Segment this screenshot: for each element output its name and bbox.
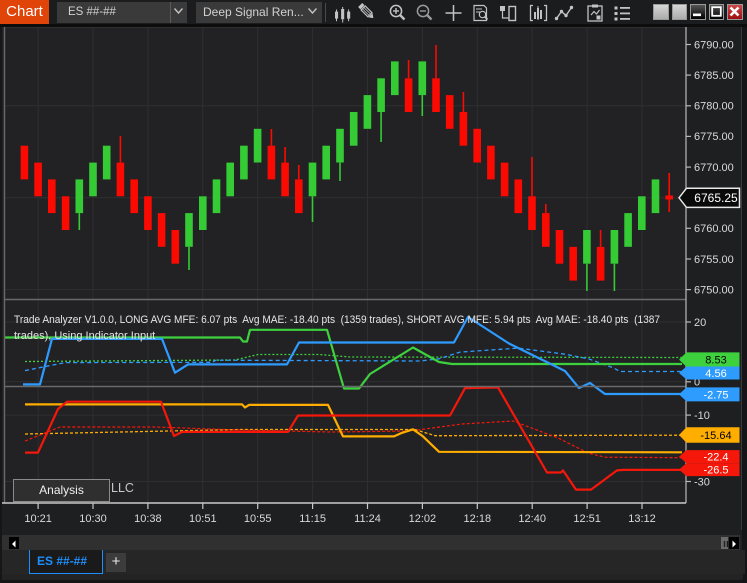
svg-text:12:40: 12:40 — [518, 513, 546, 525]
svg-text:12:18: 12:18 — [464, 513, 492, 525]
svg-text:20: 20 — [694, 317, 706, 329]
svg-text:11:24: 11:24 — [354, 513, 381, 525]
svg-text:-15.64: -15.64 — [700, 430, 731, 442]
svg-text:-26.5: -26.5 — [703, 465, 728, 477]
svg-text:6760.00: 6760.00 — [694, 223, 734, 235]
svg-text:6765.25: 6765.25 — [694, 191, 738, 205]
svg-text:-10: -10 — [694, 410, 710, 422]
svg-text:10:55: 10:55 — [244, 513, 272, 525]
svg-text:Trade Analyzer V1.0.0, LONG AV: Trade Analyzer V1.0.0, LONG AVG MFE: 6.0… — [14, 314, 660, 326]
svg-text:6755.00: 6755.00 — [694, 254, 734, 266]
svg-text:6770.00: 6770.00 — [694, 162, 734, 174]
svg-text:6785.00: 6785.00 — [694, 70, 734, 82]
svg-text:-2.75: -2.75 — [703, 389, 728, 401]
svg-text:6775.00: 6775.00 — [694, 131, 734, 143]
svg-text:-30: -30 — [694, 476, 710, 488]
svg-text:6780.00: 6780.00 — [694, 101, 734, 113]
svg-text:10:21: 10:21 — [24, 513, 52, 525]
svg-text:8.53: 8.53 — [705, 355, 726, 367]
svg-text:trades), Using Indicator Input: trades), Using Indicator Input — [14, 330, 155, 342]
svg-text:12:02: 12:02 — [409, 513, 437, 525]
svg-text:4.56: 4.56 — [705, 368, 726, 380]
svg-text:10:51: 10:51 — [189, 513, 217, 525]
svg-text:13:12: 13:12 — [628, 513, 656, 525]
svg-text:11:15: 11:15 — [299, 513, 326, 525]
svg-text:-22.4: -22.4 — [703, 452, 728, 464]
svg-text:6790.00: 6790.00 — [694, 39, 734, 51]
svg-text:12:51: 12:51 — [573, 513, 601, 525]
svg-text:10:38: 10:38 — [134, 513, 162, 525]
svg-text:10:30: 10:30 — [79, 513, 107, 525]
svg-text:6750.00: 6750.00 — [694, 284, 734, 296]
svg-text:0: 0 — [694, 377, 700, 389]
